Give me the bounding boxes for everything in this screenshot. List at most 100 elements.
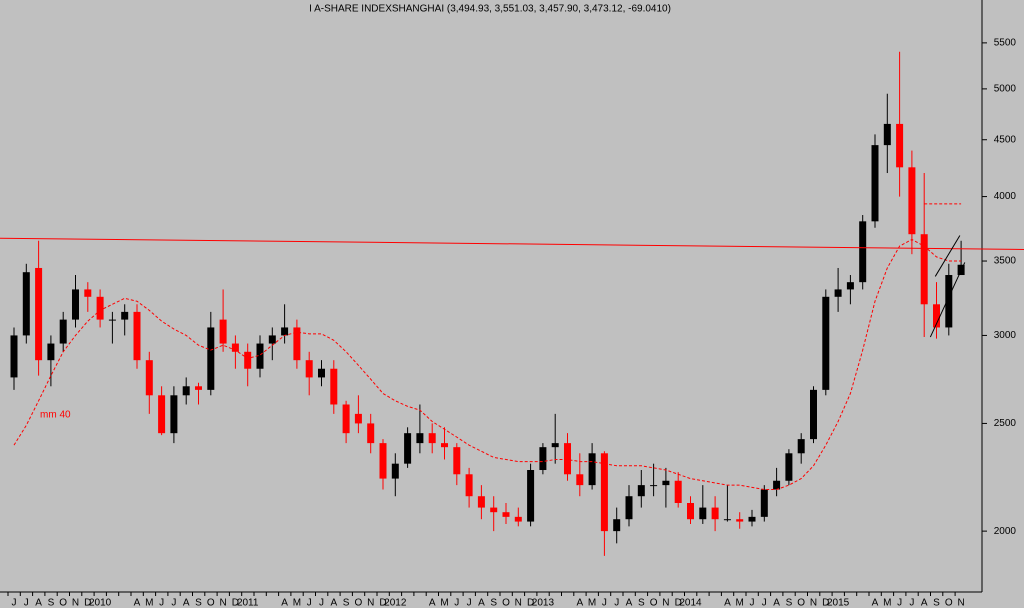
candle-body bbox=[35, 267, 43, 361]
x-tick-label: D bbox=[822, 598, 829, 608]
candle-body bbox=[182, 386, 190, 396]
candle-body bbox=[22, 272, 30, 336]
x-tick-label: N bbox=[72, 598, 79, 608]
candle-body bbox=[810, 389, 817, 440]
x-tick-label: S bbox=[638, 598, 645, 608]
x-tick-label: S bbox=[343, 598, 350, 608]
x-tick-label: A bbox=[35, 598, 42, 608]
annotation-line bbox=[929, 262, 966, 338]
candle-body bbox=[391, 463, 399, 479]
x-tick-label: A bbox=[576, 598, 583, 608]
x-tick-label: J bbox=[159, 598, 164, 608]
x-tick-label: A bbox=[872, 598, 879, 608]
x-tick-label: D bbox=[675, 598, 682, 608]
x-tick-label: J bbox=[602, 598, 607, 608]
candle-body bbox=[527, 470, 535, 522]
x-tick-label: A bbox=[921, 598, 928, 608]
x-tick-label: S bbox=[195, 598, 202, 608]
x-tick-label: M bbox=[145, 598, 153, 608]
x-tick-label: N bbox=[957, 598, 964, 608]
candle-body bbox=[379, 443, 387, 479]
x-tick-label: S bbox=[786, 598, 793, 608]
candle-body bbox=[416, 433, 424, 444]
candle-body bbox=[687, 503, 694, 520]
y-tick-label: 5000 bbox=[994, 84, 1017, 95]
series-label: mm 40 bbox=[40, 410, 71, 421]
candle-body bbox=[514, 516, 522, 522]
x-tick-label: S bbox=[48, 598, 55, 608]
candle-body bbox=[158, 395, 166, 434]
candle-body bbox=[920, 234, 928, 305]
candle-body bbox=[47, 343, 55, 361]
candle-body bbox=[551, 443, 559, 448]
candle-body bbox=[797, 439, 805, 454]
candle-body bbox=[723, 519, 731, 521]
candle-body bbox=[576, 474, 584, 486]
x-tick-label: D bbox=[379, 598, 386, 608]
x-tick-label: J bbox=[750, 598, 755, 608]
x-tick-label: 2012 bbox=[384, 598, 407, 608]
candle-body bbox=[637, 485, 645, 497]
x-tick-label: 2010 bbox=[89, 598, 112, 608]
annotation-line bbox=[934, 235, 961, 277]
x-tick-label: 2015 bbox=[827, 598, 850, 608]
x-tick-label: N bbox=[810, 598, 817, 608]
candle-body bbox=[613, 519, 621, 532]
candle-body bbox=[195, 386, 202, 390]
x-tick-label: O bbox=[207, 598, 215, 608]
candle-body bbox=[736, 519, 744, 522]
candle-body bbox=[699, 507, 707, 520]
candle-body bbox=[231, 343, 239, 352]
x-tick-label: S bbox=[933, 598, 940, 608]
x-tick-label: J bbox=[171, 598, 176, 608]
x-tick-label: J bbox=[762, 598, 767, 608]
candle-body bbox=[588, 453, 596, 486]
y-tick-label: 2000 bbox=[994, 526, 1017, 537]
x-tick-label: D bbox=[84, 598, 91, 608]
x-tick-label: O bbox=[59, 598, 67, 608]
candle-body bbox=[428, 433, 436, 444]
candle-body bbox=[72, 289, 79, 320]
x-tick-label: 2013 bbox=[532, 598, 555, 608]
candle-body bbox=[404, 433, 412, 464]
y-tick-label: 2500 bbox=[994, 418, 1017, 429]
candle-body bbox=[170, 395, 178, 434]
candle-body bbox=[108, 319, 116, 321]
candle-body bbox=[318, 368, 325, 378]
y-tick-label: 3500 bbox=[994, 256, 1017, 267]
candle-body bbox=[465, 474, 473, 497]
candle-body bbox=[662, 480, 670, 486]
x-tick-label: M bbox=[293, 598, 301, 608]
x-tick-label: J bbox=[12, 598, 17, 608]
candle-body bbox=[625, 496, 633, 520]
x-tick-label: O bbox=[355, 598, 363, 608]
candle-body bbox=[305, 360, 313, 378]
x-tick-label: A bbox=[429, 598, 436, 608]
y-tick-label: 5500 bbox=[994, 38, 1017, 49]
x-tick-label: A bbox=[478, 598, 485, 608]
candle-body bbox=[674, 480, 682, 504]
candle-body bbox=[121, 311, 129, 320]
candle-body bbox=[453, 447, 461, 475]
x-tick-label: J bbox=[319, 598, 324, 608]
x-tick-label: O bbox=[502, 598, 510, 608]
x-tick-label: A bbox=[183, 598, 190, 608]
x-tick-label: A bbox=[330, 598, 337, 608]
x-tick-label: A bbox=[773, 598, 780, 608]
candle-body bbox=[748, 516, 756, 522]
candle-body bbox=[945, 275, 953, 328]
x-tick-label: D bbox=[527, 598, 534, 608]
x-tick-label: J bbox=[454, 598, 459, 608]
candle-body bbox=[133, 311, 141, 361]
x-tick-label: M bbox=[883, 598, 891, 608]
x-tick-label: N bbox=[662, 598, 669, 608]
y-tick-label: 4000 bbox=[994, 191, 1017, 202]
x-tick-label: J bbox=[897, 598, 902, 608]
x-tick-label: A bbox=[134, 598, 141, 608]
candle-body bbox=[650, 485, 658, 487]
candle-body bbox=[896, 123, 904, 168]
candle-body bbox=[281, 327, 289, 336]
candle-body bbox=[244, 351, 252, 369]
